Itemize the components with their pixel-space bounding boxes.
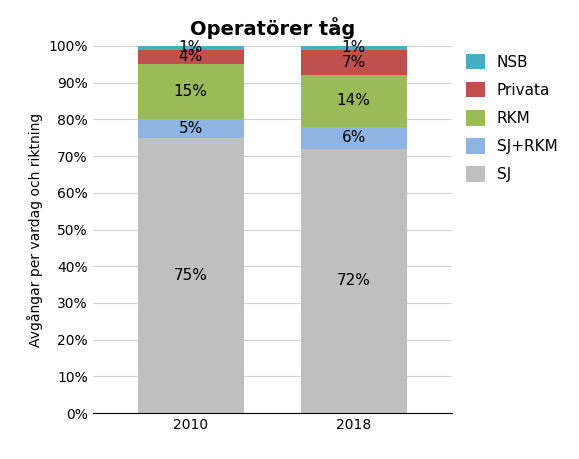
Bar — [301, 149, 407, 413]
Bar — [138, 46, 244, 50]
Bar — [301, 127, 407, 149]
Bar — [301, 75, 407, 127]
Text: 6%: 6% — [342, 130, 366, 145]
Text: 1%: 1% — [342, 40, 366, 55]
Text: 7%: 7% — [342, 55, 366, 70]
Bar — [138, 50, 244, 64]
Y-axis label: Avgångar per vardag och riktning: Avgångar per vardag och riktning — [27, 112, 43, 347]
Bar — [138, 64, 244, 119]
Bar — [138, 119, 244, 138]
Text: 5%: 5% — [178, 121, 203, 136]
Legend: NSB, Privata, RKM, SJ+RKM, SJ: NSB, Privata, RKM, SJ+RKM, SJ — [467, 54, 558, 182]
Bar — [301, 50, 407, 75]
Bar — [138, 138, 244, 413]
Text: 1%: 1% — [178, 40, 203, 55]
Text: 14%: 14% — [337, 94, 371, 108]
Bar — [301, 46, 407, 50]
Text: 4%: 4% — [178, 50, 203, 64]
Text: 75%: 75% — [174, 268, 207, 283]
Text: 72%: 72% — [337, 274, 371, 288]
Title: Operatörer tåg: Operatörer tåg — [189, 17, 355, 39]
Text: 15%: 15% — [174, 84, 207, 99]
